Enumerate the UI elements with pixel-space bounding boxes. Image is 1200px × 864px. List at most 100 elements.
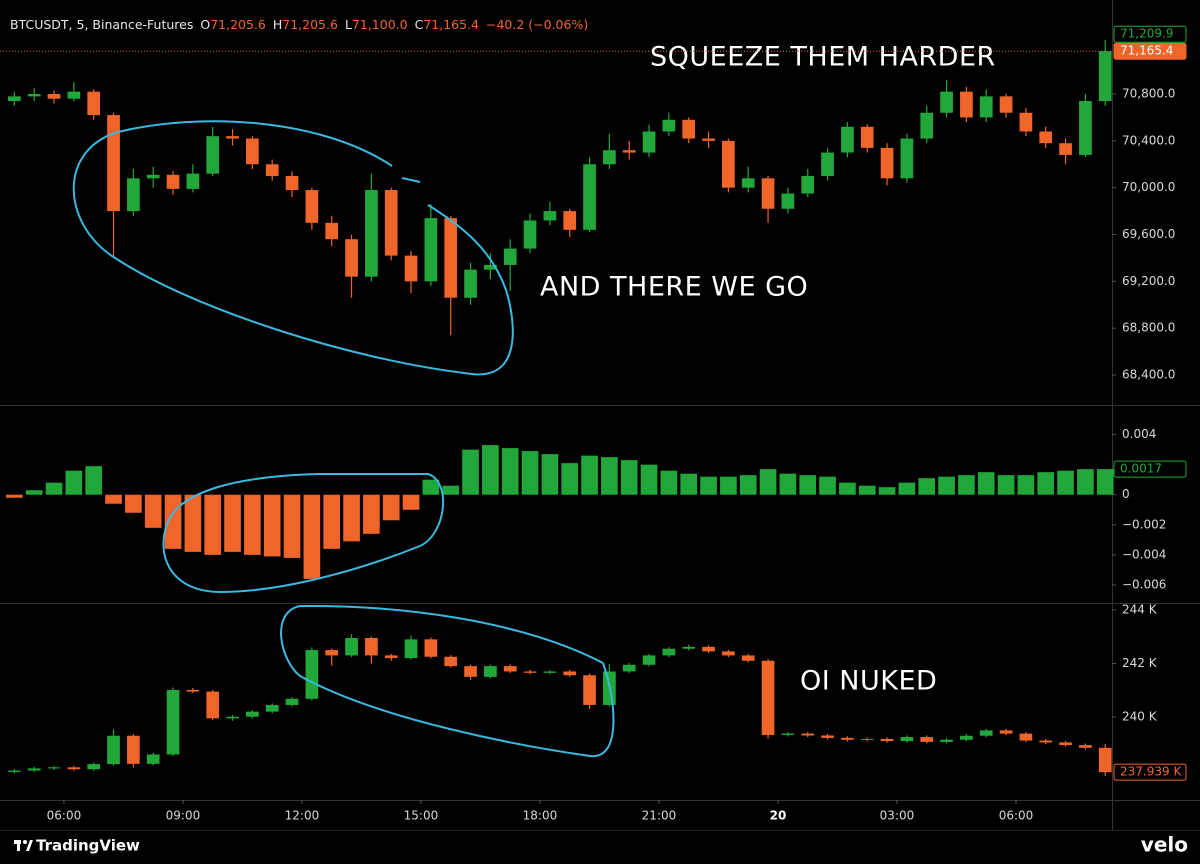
candle-body bbox=[404, 639, 418, 659]
candle-body bbox=[662, 119, 676, 132]
y-tick-label: 70,400.0 bbox=[1122, 133, 1175, 147]
x-tick-label: 06:00 bbox=[47, 809, 82, 823]
candle-body bbox=[127, 178, 140, 212]
histogram-bar bbox=[283, 494, 301, 558]
candle-body bbox=[642, 655, 656, 665]
candle-body bbox=[920, 737, 934, 742]
candle-body bbox=[27, 94, 41, 97]
candle-body bbox=[563, 211, 577, 230]
candle-body bbox=[226, 136, 239, 139]
y-tick-label: 69,200.0 bbox=[1122, 274, 1175, 288]
candle-body bbox=[1079, 745, 1092, 748]
candle-body bbox=[87, 764, 101, 770]
histogram-bar bbox=[1096, 469, 1114, 495]
histogram-bar bbox=[541, 454, 559, 495]
histogram-bar bbox=[25, 490, 43, 495]
ohlc-value: 71,165.4 bbox=[423, 17, 479, 32]
histogram-bar bbox=[601, 457, 618, 495]
histogram-bar bbox=[620, 460, 638, 495]
annotation: AND THERE WE GO bbox=[540, 272, 808, 303]
x-tick-label: 12:00 bbox=[285, 809, 320, 823]
y-tick-label: 0.004 bbox=[1122, 427, 1156, 441]
candle-body bbox=[741, 178, 755, 188]
x-tick-label: 06:00 bbox=[999, 809, 1034, 823]
candle-body bbox=[880, 147, 894, 179]
histogram-bar bbox=[878, 487, 896, 495]
candle-body bbox=[979, 96, 993, 118]
histogram-bar bbox=[382, 494, 400, 521]
candle-body bbox=[543, 671, 557, 673]
drawn-ellipse bbox=[162, 473, 445, 594]
candle-body bbox=[523, 671, 537, 673]
histogram-bar bbox=[323, 494, 341, 549]
candle-body bbox=[8, 96, 21, 102]
candle-body bbox=[642, 131, 656, 153]
ohlc-key: L bbox=[345, 17, 352, 32]
candle-body bbox=[1098, 51, 1112, 102]
histogram-bar bbox=[363, 494, 380, 534]
x-tick-label: 20 bbox=[770, 809, 787, 823]
histogram-bar bbox=[720, 476, 737, 495]
candle-body bbox=[67, 767, 81, 770]
candle-body bbox=[900, 737, 914, 742]
ohlc-key: O bbox=[200, 17, 210, 32]
histogram-bar bbox=[898, 482, 916, 495]
histogram-bar bbox=[958, 475, 975, 495]
histogram-bar bbox=[819, 476, 836, 495]
price-change: −40.2 (−0.06%) bbox=[486, 17, 588, 32]
candle-body bbox=[801, 175, 815, 194]
candle-body bbox=[464, 269, 477, 298]
candle-body bbox=[940, 91, 953, 113]
candle-body bbox=[841, 126, 854, 153]
price-marker-label: 71,209.9 bbox=[1120, 27, 1173, 41]
candle-body bbox=[860, 126, 874, 148]
y-tick-label: 70,800.0 bbox=[1122, 87, 1175, 101]
candle-body bbox=[424, 639, 438, 657]
candle-body bbox=[603, 150, 616, 165]
candle-body bbox=[1039, 740, 1053, 743]
price-marker-label: 237.939 K bbox=[1120, 765, 1182, 779]
histogram-bar bbox=[204, 494, 222, 555]
candle-body bbox=[821, 735, 834, 738]
histogram-bar bbox=[997, 475, 1015, 495]
histogram-bar bbox=[561, 463, 579, 495]
candle-body bbox=[563, 671, 577, 676]
candle-body bbox=[107, 115, 120, 212]
candle-body bbox=[444, 218, 458, 298]
candle-body bbox=[265, 704, 279, 712]
price-marker bbox=[1113, 763, 1187, 781]
candle-body bbox=[484, 666, 497, 677]
candle-body bbox=[206, 136, 220, 174]
histogram-bar bbox=[799, 475, 817, 495]
candle-body bbox=[47, 767, 61, 769]
credit-tradingview: TradingView bbox=[36, 837, 140, 855]
candle-body bbox=[583, 675, 596, 705]
histogram-bar bbox=[263, 494, 281, 557]
drawn-ellipse bbox=[280, 604, 615, 758]
candle-body bbox=[305, 650, 319, 699]
candle-body bbox=[107, 735, 120, 765]
candle-body bbox=[345, 638, 358, 656]
candle-body bbox=[166, 174, 180, 189]
candle-body bbox=[1079, 101, 1092, 155]
candle-body bbox=[999, 730, 1013, 734]
y-tick-label: −0.002 bbox=[1122, 517, 1166, 531]
y-tick-label: 68,800.0 bbox=[1122, 321, 1175, 335]
candle-body bbox=[523, 220, 537, 249]
candle-body bbox=[940, 739, 953, 742]
candle-body bbox=[1019, 112, 1033, 132]
x-tick-label: 21:00 bbox=[642, 809, 677, 823]
candle-body bbox=[999, 96, 1013, 113]
y-tick-label: −0.006 bbox=[1122, 577, 1166, 591]
candle-body bbox=[127, 735, 140, 764]
y-tick-label: 0 bbox=[1122, 487, 1130, 501]
histogram-bar bbox=[343, 494, 360, 542]
histogram-bar bbox=[402, 494, 420, 510]
candle-body bbox=[900, 138, 914, 179]
histogram-bar bbox=[938, 476, 955, 495]
y-tick-label: 242 K bbox=[1122, 656, 1158, 670]
histogram-bar bbox=[442, 485, 460, 495]
histogram-bar bbox=[918, 478, 936, 495]
histogram-bar bbox=[700, 476, 717, 495]
